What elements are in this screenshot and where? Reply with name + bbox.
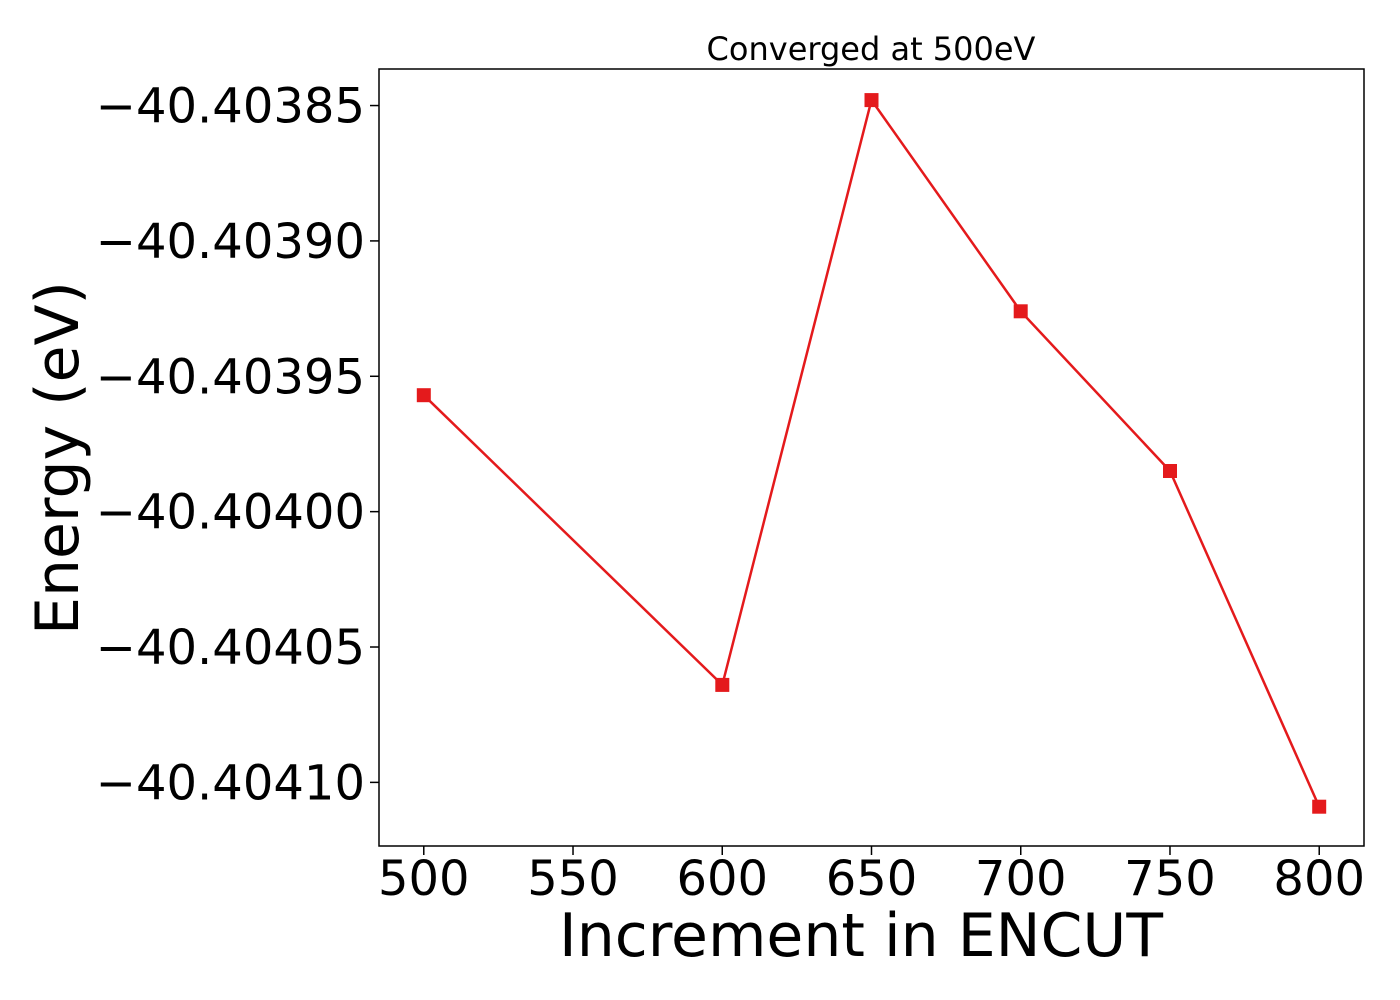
y-tick-label: −40.40385 xyxy=(96,79,365,135)
y-tick-label: −40.40395 xyxy=(96,349,365,405)
y-tick-label: −40.40390 xyxy=(96,214,365,270)
y-axis-label: Energy (eV) xyxy=(23,281,93,635)
data-point-marker xyxy=(1163,464,1177,478)
x-tick-label: 600 xyxy=(676,851,768,907)
y-tick-label: −40.40405 xyxy=(96,620,365,676)
x-tick-label: 500 xyxy=(378,851,470,907)
series-line xyxy=(422,97,1321,808)
chart-title: Converged at 500eV xyxy=(707,30,1036,68)
x-tick-label: 800 xyxy=(1273,851,1365,907)
x-tick-label: 750 xyxy=(1124,851,1216,907)
data-point-marker xyxy=(416,388,431,403)
series-layer xyxy=(416,93,1327,814)
data-point-marker xyxy=(715,677,730,692)
data-point-marker xyxy=(1312,799,1327,814)
y-axis-ticks: −40.40385 −40.40390 −40.40395 −40.40400 −40.… xyxy=(96,79,379,811)
y-tick-label: −40.40410 xyxy=(96,755,365,811)
y-tick-label: −40.40400 xyxy=(96,485,365,541)
plot-frame xyxy=(378,68,1365,847)
x-tick-label: 650 xyxy=(826,851,918,907)
data-point-marker xyxy=(1013,304,1028,319)
x-axis-ticks: 500 550 600 650 700 750 800 xyxy=(378,846,1365,907)
x-tick-label: 700 xyxy=(975,851,1067,907)
x-tick-label: 550 xyxy=(527,851,619,907)
x-axis-label: Increment in ENCUT xyxy=(559,901,1163,971)
data-point-marker xyxy=(864,93,879,108)
